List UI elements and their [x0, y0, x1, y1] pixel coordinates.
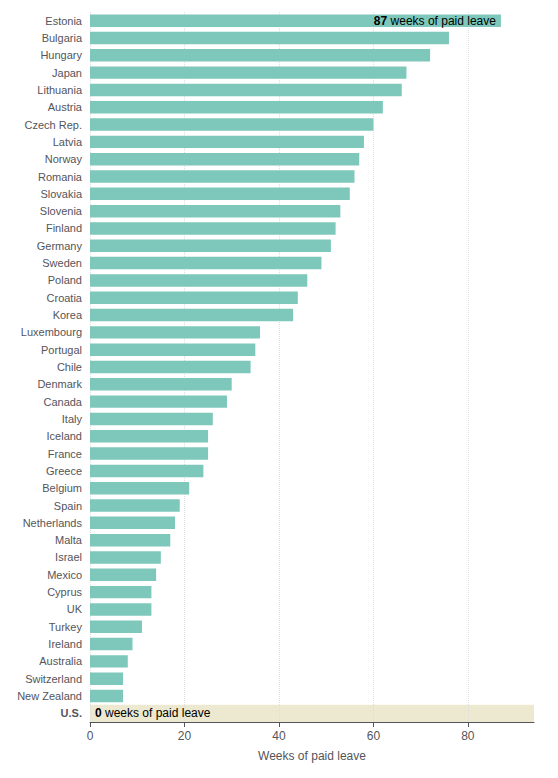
- svg-text:20: 20: [178, 729, 192, 743]
- svg-text:Hungary: Hungary: [40, 49, 82, 61]
- svg-text:Mexico: Mexico: [47, 569, 82, 581]
- svg-text:Iceland: Iceland: [47, 430, 82, 442]
- svg-text:80: 80: [461, 729, 475, 743]
- svg-text:Japan: Japan: [52, 67, 82, 79]
- svg-text:Croatia: Croatia: [47, 292, 83, 304]
- svg-text:Ireland: Ireland: [48, 638, 82, 650]
- svg-text:weeks of paid leave: weeks of paid leave: [387, 14, 496, 28]
- svg-text:Sweden: Sweden: [42, 257, 82, 269]
- svg-text:Korea: Korea: [53, 309, 83, 321]
- svg-text:Poland: Poland: [48, 274, 82, 286]
- svg-text:60: 60: [367, 729, 381, 743]
- svg-text:Austria: Austria: [48, 101, 83, 113]
- svg-text:Denmark: Denmark: [37, 378, 82, 390]
- svg-text:Romania: Romania: [38, 171, 83, 183]
- svg-text:Spain: Spain: [54, 500, 82, 512]
- svg-text:0: 0: [95, 706, 102, 721]
- svg-text:Australia: Australia: [39, 655, 83, 667]
- svg-text:weeks of paid leave: weeks of paid leave: [102, 706, 211, 720]
- svg-text:Malta: Malta: [55, 534, 83, 546]
- svg-text:Netherlands: Netherlands: [23, 517, 83, 529]
- svg-text:Norway: Norway: [45, 153, 83, 165]
- svg-text:UK: UK: [67, 603, 83, 615]
- svg-text:Weeks of paid leave: Weeks of paid leave: [258, 749, 366, 763]
- svg-text:Chile: Chile: [57, 361, 82, 373]
- svg-text:New Zealand: New Zealand: [17, 690, 82, 702]
- svg-text:Latvia: Latvia: [53, 136, 83, 148]
- svg-text:France: France: [48, 448, 82, 460]
- svg-text:Czech Rep.: Czech Rep.: [25, 119, 82, 131]
- svg-text:Cyprus: Cyprus: [47, 586, 82, 598]
- svg-text:Luxembourg: Luxembourg: [21, 326, 82, 338]
- svg-text:U.S.: U.S.: [61, 707, 82, 719]
- svg-text:Switzerland: Switzerland: [25, 673, 82, 685]
- svg-text:Israel: Israel: [55, 551, 82, 563]
- svg-text:Slovenia: Slovenia: [40, 205, 83, 217]
- svg-text:Belgium: Belgium: [42, 482, 82, 494]
- svg-text:Greece: Greece: [46, 465, 82, 477]
- svg-text:Italy: Italy: [62, 413, 83, 425]
- svg-text:Turkey: Turkey: [49, 621, 83, 633]
- svg-text:Estonia: Estonia: [45, 15, 83, 27]
- svg-text:Germany: Germany: [37, 240, 83, 252]
- svg-text:Lithuania: Lithuania: [37, 84, 83, 96]
- svg-text:Finland: Finland: [46, 222, 82, 234]
- svg-text:0: 0: [87, 729, 94, 743]
- svg-text:Portugal: Portugal: [41, 344, 82, 356]
- svg-text:Bulgaria: Bulgaria: [42, 32, 83, 44]
- svg-text:Slovakia: Slovakia: [40, 188, 82, 200]
- svg-text:40: 40: [272, 729, 286, 743]
- svg-text:Canada: Canada: [43, 396, 82, 408]
- svg-text:87: 87: [374, 14, 388, 28]
